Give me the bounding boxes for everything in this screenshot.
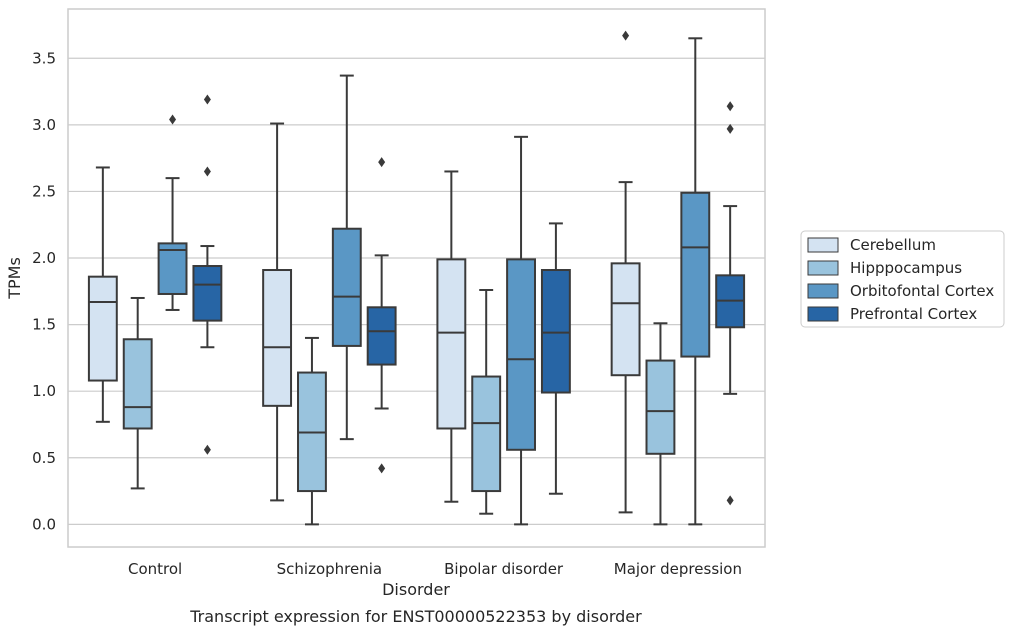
- legend-label: Orbitofontal Cortex: [850, 282, 994, 300]
- x-tick-label: Schizophrenia: [277, 560, 382, 578]
- outlier-point: [203, 444, 211, 455]
- outlier-point: [203, 166, 211, 177]
- y-tick-label: 2.5: [32, 182, 56, 200]
- box-group: [262, 122, 293, 502]
- x-axis-title: Disorder: [382, 580, 450, 599]
- box-group: [715, 101, 746, 506]
- box: [680, 191, 711, 358]
- box-group: [331, 74, 362, 441]
- box-group: [122, 296, 153, 490]
- box: [436, 258, 467, 430]
- y-tick-label: 2.0: [32, 249, 56, 267]
- y-tick-label: 1.5: [32, 316, 56, 334]
- box: [610, 262, 641, 377]
- chart-caption: Transcript expression for ENST0000052235…: [189, 607, 642, 626]
- legend-frame: [800, 230, 1005, 328]
- outlier-point: [726, 101, 734, 112]
- y-tick-label: 0.5: [32, 449, 56, 467]
- legend-swatch: [807, 283, 839, 299]
- x-tick-label: Control: [128, 560, 182, 578]
- y-tick-label: 3.5: [32, 49, 56, 67]
- y-tick-label: 0.0: [32, 515, 56, 533]
- box: [471, 375, 502, 493]
- box-group: [680, 37, 711, 526]
- legend-swatch: [807, 237, 839, 253]
- legend-swatch: [807, 306, 839, 322]
- boxes: [87, 30, 746, 526]
- legend-label: Prefrontal Cortex: [850, 305, 977, 323]
- box: [506, 258, 536, 451]
- box-group: [471, 288, 502, 515]
- box-group: [436, 170, 467, 503]
- outlier-point: [169, 114, 177, 125]
- x-tick-label: Major depression: [614, 560, 742, 578]
- legend-swatch: [807, 260, 839, 276]
- y-axis-title: TPMs: [5, 257, 24, 300]
- outlier-point: [726, 123, 734, 134]
- box-group: [645, 322, 676, 526]
- x-tick-label: Bipolar disorder: [444, 560, 564, 578]
- y-axis-ticks: 0.0 0.5 1.0 1.5 2.0 2.5 3.0 3.5: [32, 49, 56, 533]
- legend-label: Hipppocampus: [850, 259, 962, 277]
- plot-frame: [67, 8, 766, 548]
- legend: Cerebellum Hipppocampus Orbitofontal Corte…: [800, 230, 1005, 328]
- box: [366, 306, 397, 366]
- box-group: [540, 222, 571, 495]
- x-axis-ticks: Control Schizophrenia Bipolar disorder Majo…: [128, 560, 742, 578]
- y-tick-label: 3.0: [32, 116, 56, 134]
- box: [645, 359, 676, 455]
- box: [122, 338, 153, 430]
- outlier-point: [378, 157, 386, 168]
- outlier-point: [726, 495, 734, 506]
- legend-label: Cerebellum: [850, 236, 936, 254]
- box-group: [87, 166, 118, 423]
- box-group: [157, 114, 188, 311]
- outlier-point: [203, 94, 211, 105]
- outlier-point: [622, 30, 630, 41]
- box: [192, 265, 223, 322]
- outlier-point: [378, 463, 386, 474]
- box-group: [297, 336, 327, 526]
- box-group: [506, 135, 536, 526]
- box: [540, 269, 571, 394]
- y-tick-label: 1.0: [32, 382, 56, 400]
- box: [262, 269, 293, 407]
- box: [157, 242, 188, 295]
- box-group: [366, 157, 397, 474]
- box-group: [192, 94, 223, 455]
- box: [87, 275, 118, 382]
- box-group: [610, 30, 641, 514]
- box: [331, 227, 362, 347]
